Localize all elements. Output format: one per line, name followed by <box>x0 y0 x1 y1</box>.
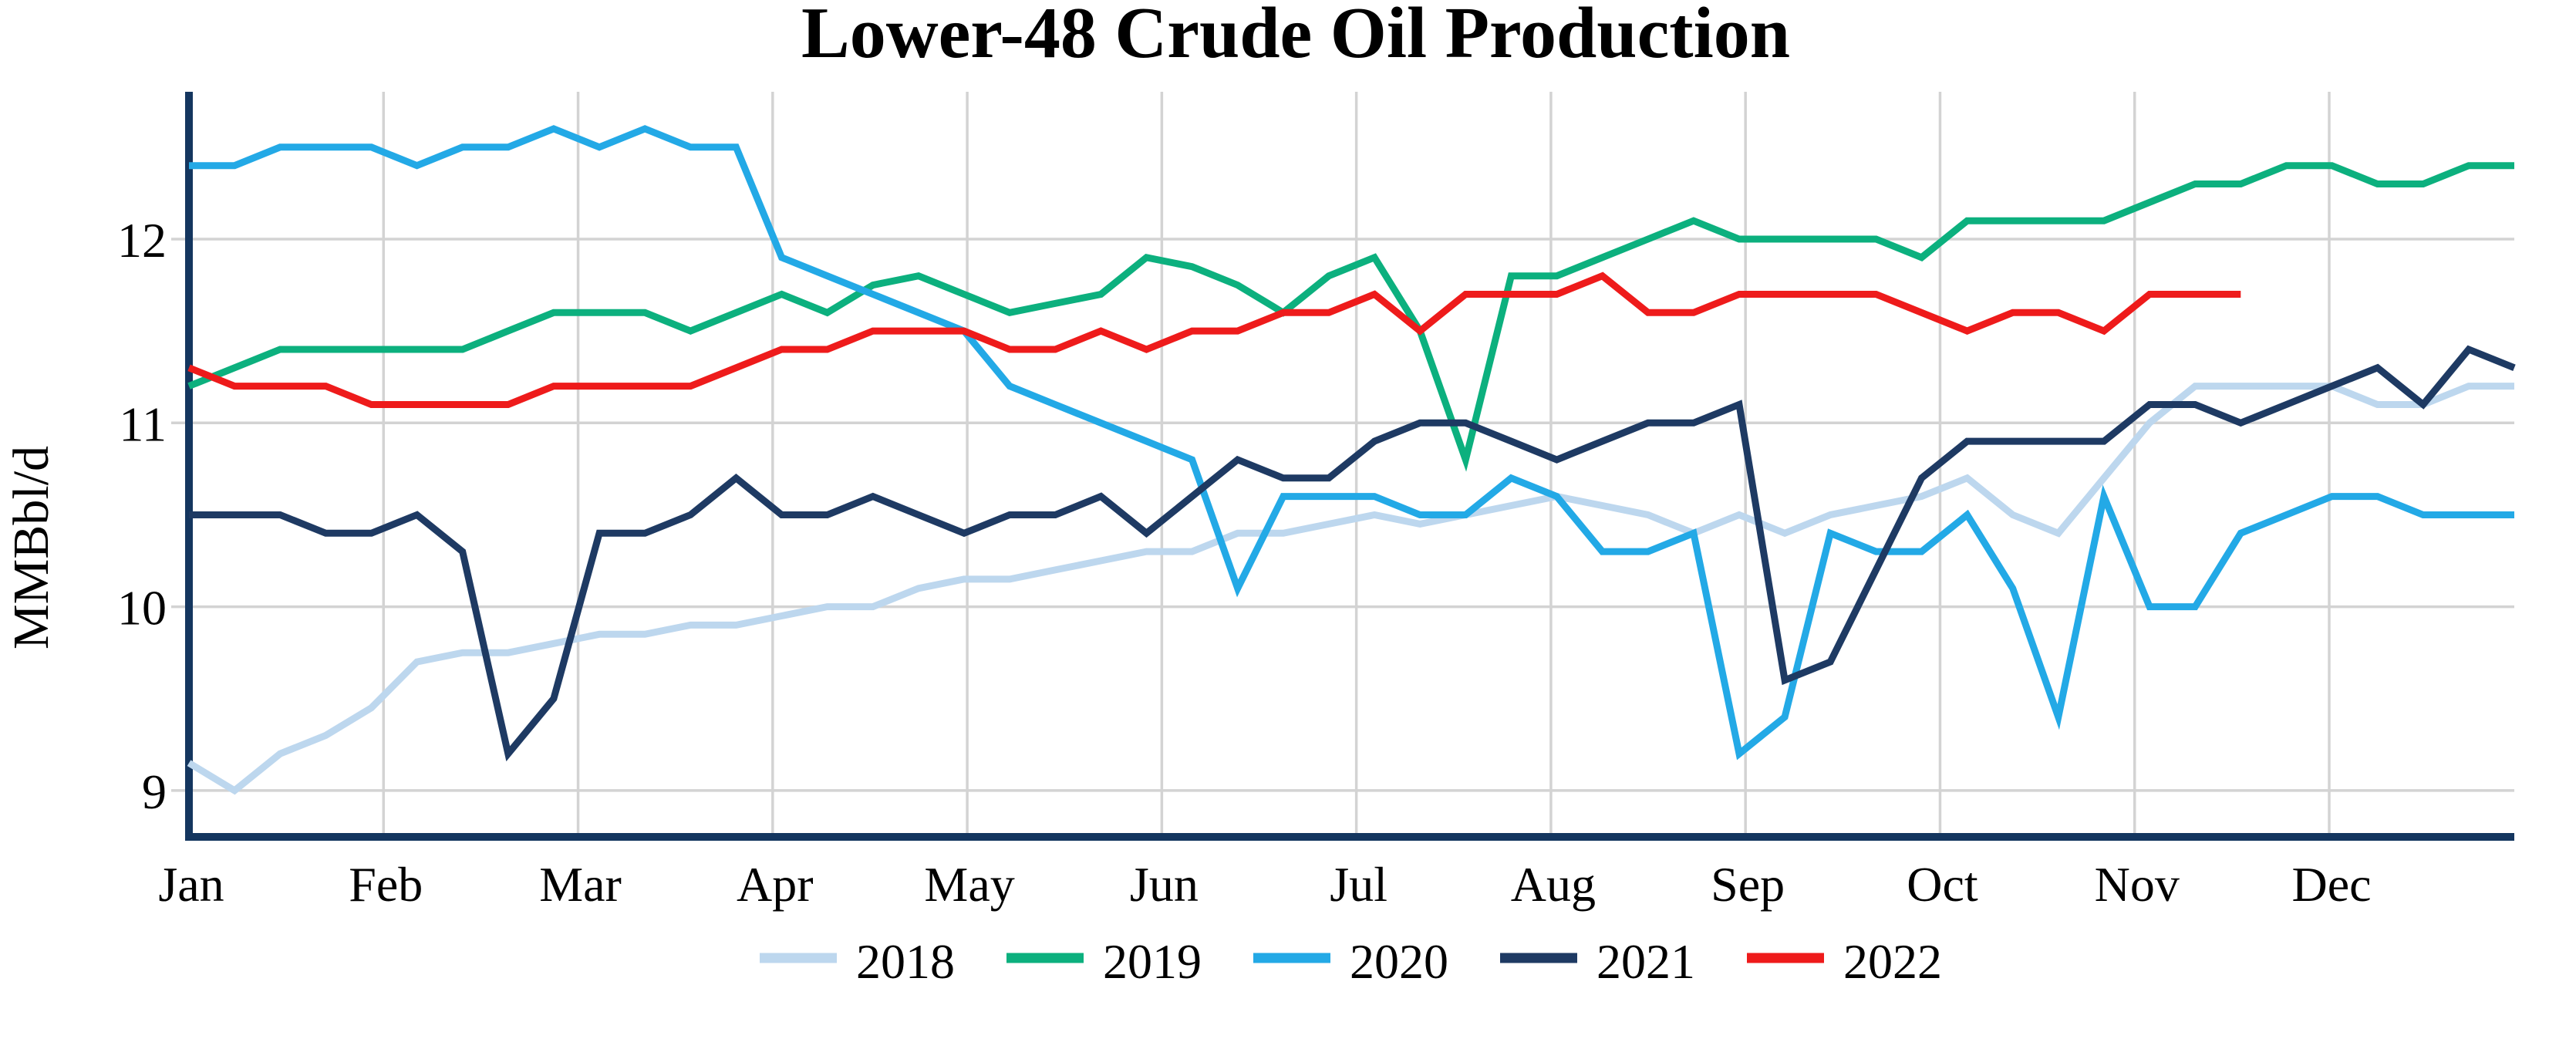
x-tick-label-jan: Jan <box>158 857 224 912</box>
y-tick-label-9: 9 <box>142 764 167 819</box>
y-tick-labels: 9 10 11 12 <box>117 213 167 819</box>
legend-label-2022: 2022 <box>1843 934 1942 989</box>
series-line-2021 <box>189 345 2516 762</box>
x-tick-label-apr: Apr <box>737 857 814 912</box>
y-tick-label-12: 12 <box>117 213 167 268</box>
legend-label-2021: 2021 <box>1597 934 1695 989</box>
series-line-2019 <box>187 162 2514 472</box>
legend: 2018 2019 2020 2021 2022 <box>760 934 1942 989</box>
x-tick-label-nov: Nov <box>2095 857 2180 912</box>
chart-title: Lower-48 Crude Oil Production <box>801 0 1790 73</box>
x-tick-label-jun: Jun <box>1130 857 1199 912</box>
legend-item-2019: 2019 <box>1006 934 1202 989</box>
x-tick-label-sep: Sep <box>1711 857 1785 912</box>
legend-label-2019: 2019 <box>1103 934 1202 989</box>
x-tick-label-oct: Oct <box>1907 857 1978 912</box>
x-tick-label-aug: Aug <box>1511 857 1596 912</box>
legend-item-2022: 2022 <box>1747 934 1942 989</box>
y-axis-title: MMBbl/d <box>3 446 59 649</box>
data-series <box>187 125 2516 795</box>
y-tick-label-10: 10 <box>117 581 167 636</box>
x-tick-label-mar: Mar <box>539 857 622 912</box>
x-tick-label-may: May <box>924 857 1014 912</box>
x-tick-labels: Jan Feb Mar Apr May Jun Jul Aug Sep Oct Nov Dec <box>158 857 2371 912</box>
series-line-2020 <box>189 125 2514 761</box>
legend-item-2021: 2021 <box>1500 934 1695 989</box>
series-line-2022 <box>187 272 2241 408</box>
y-tick-label-11: 11 <box>119 396 167 451</box>
x-tick-label-feb: Feb <box>349 857 423 912</box>
legend-label-2018: 2018 <box>856 934 955 989</box>
legend-label-2020: 2020 <box>1350 934 1448 989</box>
x-tick-label-dec: Dec <box>2291 857 2371 912</box>
legend-item-2020: 2020 <box>1253 934 1448 989</box>
legend-item-2018: 2018 <box>760 934 955 989</box>
series-line-2018 <box>187 383 2514 795</box>
gridlines <box>187 92 2514 837</box>
x-tick-label-jul: Jul <box>1330 857 1387 912</box>
